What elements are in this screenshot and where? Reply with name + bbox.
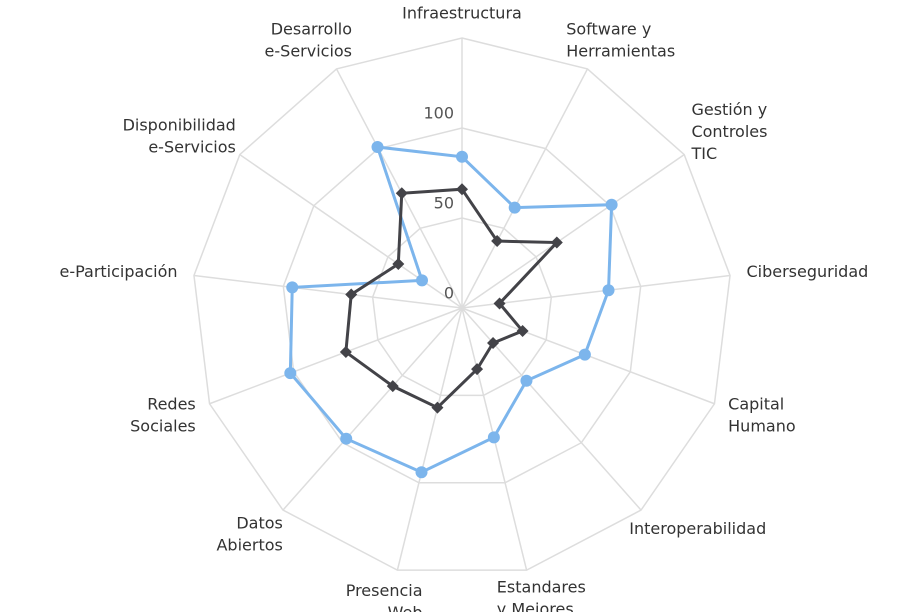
spoke [193,274,463,309]
marker [284,367,297,380]
marker [431,401,444,414]
marker [508,201,521,214]
marker [395,187,408,200]
marker [339,346,352,359]
marker [550,236,563,249]
category-label: Gestión y Controles TIC [691,99,768,163]
marker [493,297,506,310]
marker [471,363,484,376]
category-label: Datos Abiertos [216,513,283,555]
spoke [282,307,463,511]
marker [340,432,353,445]
y-tick-label: 0 [444,284,454,303]
category-label: Software y Herramientas [566,19,676,61]
spoke [335,68,463,309]
marker [516,324,529,337]
series-line [344,187,561,410]
category-label: Interoperabilidad [629,518,767,538]
category-label: Presencia Web [345,580,423,612]
spoke [461,68,589,309]
marker [602,284,615,297]
marker [487,337,500,350]
marker [386,380,399,393]
category-label: Redes Sociales [130,394,196,436]
spoke [209,307,463,405]
spoke [461,274,731,309]
marker [456,150,468,163]
marker [605,198,618,211]
series-line [288,145,614,474]
y-tick-label: 100 [423,104,454,123]
spoke [461,307,642,511]
marker [520,374,533,387]
marker [345,288,358,301]
grid-ring [282,127,642,484]
category-label: Ciberseguridad [746,262,869,282]
marker [416,274,429,287]
category-label: Estandares y Mejores Prácticas [496,577,586,612]
marker [487,431,500,444]
y-tick-label: 50 [434,194,454,213]
category-label: Disponibilidad e-Servicios [122,115,236,157]
spoke [461,154,685,309]
category-label: Infraestructura [402,3,522,23]
marker [371,141,384,154]
marker [415,466,428,479]
category-label: Capital Humano [728,394,796,436]
category-label: Desarrollo e-Servicios [264,19,353,61]
marker [286,281,299,294]
category-label: e-Participación [59,262,178,282]
marker [491,235,504,248]
spoke [396,307,463,571]
marker [392,258,405,271]
marker [456,183,468,196]
marker [578,348,591,361]
outer-ring [193,37,731,571]
